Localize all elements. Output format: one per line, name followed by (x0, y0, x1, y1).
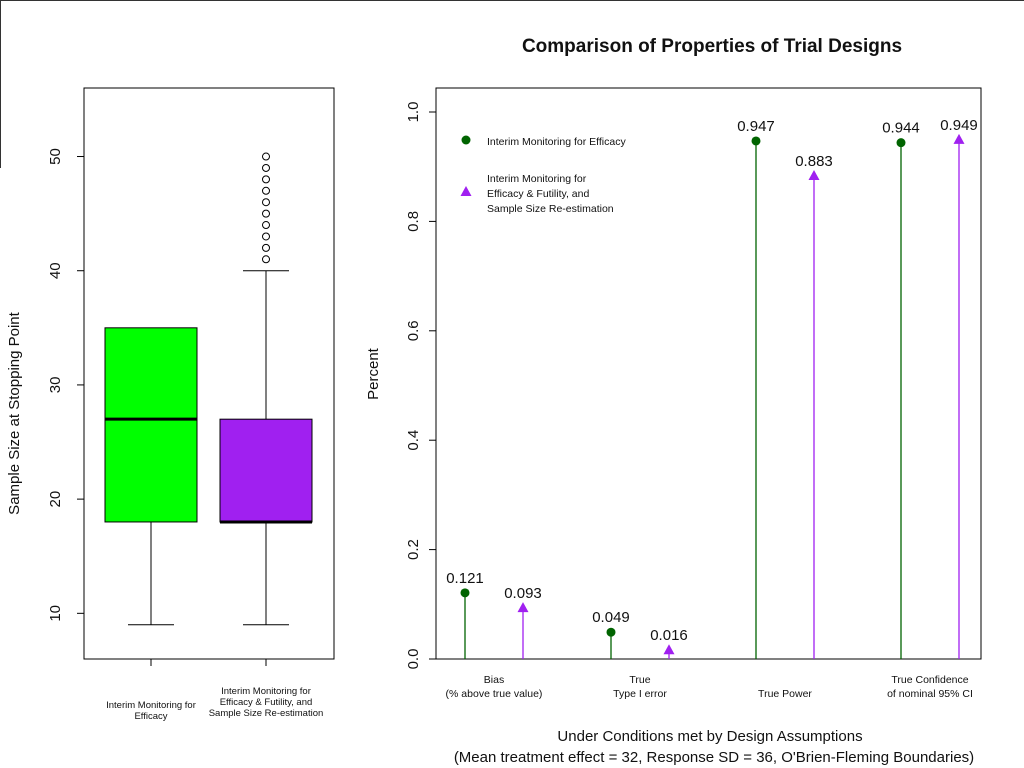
x-category-label: True (629, 674, 650, 686)
outlier-point (262, 232, 270, 241)
lollipop-point (751, 136, 761, 146)
y-tick-label: 0.2 (405, 539, 422, 560)
outlier-point (262, 175, 270, 184)
data-label: 0.949 (940, 117, 978, 134)
x-axis-label-detail: (Mean treatment effect = 32, Response SD… (454, 749, 974, 766)
x-category-label: Bias (484, 674, 504, 686)
data-label: 0.016 (650, 627, 688, 644)
legend-marker-futility (460, 186, 472, 196)
x-category-label: Efficacy & Futility, and (220, 697, 313, 708)
outlier-point (262, 255, 270, 264)
data-label: 0.883 (795, 153, 833, 170)
legend-label: Sample Size Re-estimation (487, 203, 614, 215)
box-iqr (219, 418, 313, 523)
legend-label: Efficacy & Futility, and (487, 188, 589, 200)
outlier-point (262, 209, 270, 218)
y-tick-label: 30 (47, 377, 64, 394)
plot-frame (83, 87, 335, 660)
x-category-label: Interim Monitoring for (221, 686, 311, 697)
boxplot-chart: 10 20 30 40 50 Sample Size at Stopping Point I… (6, 87, 335, 722)
frame-left-border (0, 0, 1, 168)
lollipop-point (953, 133, 965, 144)
legend-marker-efficacy (461, 135, 471, 145)
y-tick-label: 10 (47, 605, 64, 622)
x-axis-label: Under Conditions met by Design Assumptio… (557, 728, 862, 745)
lollipop-point (517, 602, 529, 613)
legend-label: Interim Monitoring for (487, 173, 587, 185)
y-axis-label: Sample Size at Stopping Point (6, 311, 23, 514)
outlier-point (262, 243, 270, 252)
x-category-label: True Power (758, 688, 812, 700)
lollipop-chart: Comparison of Properties of Trial Design… (365, 36, 982, 766)
outlier-point (262, 186, 270, 195)
x-category-label: of nominal 95% CI (887, 688, 973, 700)
lollipop-point (663, 644, 675, 655)
lollipop-point (460, 588, 470, 598)
lollipop-point (808, 169, 820, 180)
chart-title: Comparison of Properties of Trial Design… (522, 36, 902, 57)
x-category-label: Sample Size Re-estimation (209, 708, 324, 719)
outlier-point (262, 198, 270, 207)
x-category-label: Interim Monitoring for (106, 700, 196, 711)
x-category-label: True Confidence (891, 674, 968, 686)
box-iqr (104, 327, 198, 523)
data-label: 0.093 (504, 585, 542, 602)
y-tick-label: 50 (47, 148, 64, 165)
data-label: 0.121 (446, 570, 484, 587)
outlier-point (262, 163, 270, 172)
y-tick-label: 0.4 (405, 430, 422, 451)
outlier-point (262, 221, 270, 230)
x-category-label: Type I error (613, 688, 667, 700)
y-tick-label: 1.0 (405, 102, 422, 123)
plot-frame (435, 87, 982, 660)
y-tick-label: 0.6 (405, 320, 422, 341)
y-tick-label: 20 (47, 491, 64, 508)
data-label: 0.944 (882, 120, 920, 137)
data-label: 0.947 (737, 118, 775, 135)
y-axis-label: Percent (365, 347, 382, 400)
y-tick-label: 0.0 (405, 649, 422, 670)
lollipop-point (606, 627, 616, 637)
outlier-point (262, 152, 270, 161)
legend-label: Interim Monitoring for Efficacy (487, 136, 626, 148)
frame-top-border (0, 0, 1024, 1)
x-category-label: (% above true value) (446, 688, 543, 700)
y-tick-label: 0.8 (405, 211, 422, 232)
y-tick-label: 40 (47, 262, 64, 279)
lollipop-point (896, 138, 906, 148)
data-label: 0.049 (592, 609, 630, 626)
x-category-label: Efficacy (134, 711, 167, 722)
